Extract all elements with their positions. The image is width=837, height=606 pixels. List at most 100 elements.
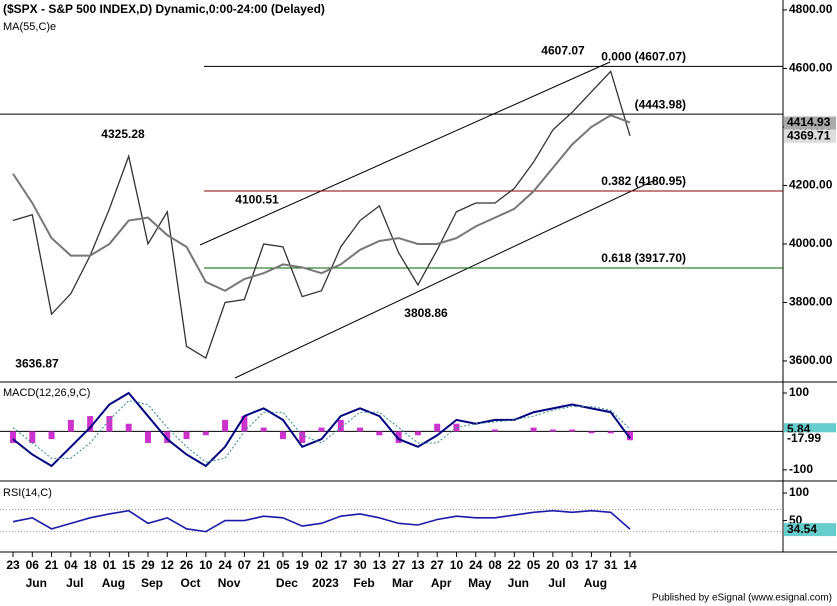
histogram-bar (376, 431, 383, 436)
histogram-bar (279, 431, 286, 440)
value-badge-label: 4414.93 (787, 115, 831, 129)
x-tick-label: 04 (64, 558, 78, 572)
histogram-bar (299, 431, 306, 443)
month-label: Oct (181, 576, 201, 590)
y-tick-label: 4600.00 (789, 61, 833, 75)
histogram-bar (202, 431, 209, 436)
x-tick-label: 15 (122, 558, 136, 572)
month-label: Aug (584, 576, 607, 590)
histogram-bar (530, 427, 537, 432)
x-tick-label: 17 (585, 558, 599, 572)
histogram-bar (106, 416, 113, 432)
annotation: 4607.07 (541, 44, 585, 58)
rsi-title: RSI(14,C) (3, 487, 52, 499)
histogram-bar (627, 431, 633, 441)
signal-line (12, 400, 631, 463)
histogram-bar (29, 431, 36, 443)
y-tick-label: -100 (789, 462, 813, 476)
price-line (12, 70, 631, 359)
y-tick-label: 3800.00 (789, 295, 833, 309)
x-tick-label: 27 (431, 558, 445, 572)
chart-title: ($SPX - S&P 500 INDEX,D) Dynamic,0:00-24… (3, 2, 325, 16)
annotation: 3808.86 (404, 306, 448, 320)
x-tick-label: 13 (411, 558, 425, 572)
x-tick-label: 30 (353, 558, 367, 572)
histogram-bar (67, 419, 74, 432)
histogram-bar (241, 416, 248, 432)
x-tick-label: 21 (45, 558, 59, 572)
y-tick-label: 4800.00 (789, 2, 833, 16)
histogram-bar (588, 431, 595, 434)
x-tick-label: 05 (276, 558, 290, 572)
y-tick-label: 4200.00 (789, 178, 833, 192)
x-tick-label: 02 (315, 558, 329, 572)
rsi-line (12, 509, 631, 533)
histogram-bar (492, 429, 499, 432)
ma-label: MA(55,C)e (3, 21, 56, 33)
x-tick-label: 19 (296, 558, 310, 572)
annotation: 3636.87 (15, 356, 59, 370)
month-label: May (468, 576, 492, 590)
histogram-bar (607, 431, 614, 434)
x-tick-label: 05 (527, 558, 541, 572)
x-tick-label: 10 (199, 558, 213, 572)
histogram-bar (222, 419, 229, 432)
month-label: Dec (276, 576, 298, 590)
x-tick-label: 26 (180, 558, 194, 572)
y-tick-label: 3600.00 (789, 353, 833, 367)
value-badge (784, 432, 836, 446)
y-tick-label: 100 (789, 485, 809, 499)
x-tick-label: 17 (334, 558, 348, 572)
month-label: Jul (548, 576, 565, 590)
level-label: 0.000 (4607.07) (601, 50, 686, 64)
x-tick-label: 21 (257, 558, 271, 572)
histogram-bar (337, 419, 344, 432)
histogram-bar (395, 431, 402, 443)
histogram-bar (414, 431, 421, 436)
macd-line (12, 391, 631, 468)
x-tick-label: 03 (565, 558, 579, 572)
histogram-bar (87, 416, 94, 432)
level-label: (4443.98) (635, 97, 686, 111)
annotation: 4100.51 (235, 193, 279, 207)
annotation: 4325.28 (101, 127, 145, 141)
x-tick-label: 08 (488, 558, 502, 572)
month-label: 2023 (312, 576, 339, 590)
x-tick-label: 23 (6, 558, 20, 572)
value-badge-label: -17.99 (787, 431, 821, 445)
month-label: Apr (431, 576, 452, 590)
x-tick-label: 10 (450, 558, 464, 572)
level-label: 0.618 (3917.70) (601, 251, 686, 265)
channel-line (234, 179, 656, 379)
value-badge-label: 34.54 (787, 522, 817, 536)
x-tick-label: 14 (623, 558, 637, 572)
histogram-bar (549, 429, 556, 432)
x-tick-label: 12 (161, 558, 175, 572)
x-tick-label: 24 (218, 558, 232, 572)
histogram-bar (183, 431, 190, 440)
level-label: 0.382 (4180.95) (601, 174, 686, 188)
x-tick-label: 07 (238, 558, 252, 572)
histogram-bar (10, 431, 16, 443)
x-tick-label: 22 (508, 558, 522, 572)
histogram-bar (434, 423, 441, 432)
histogram-bar (48, 431, 55, 440)
histogram-bar (144, 431, 151, 443)
x-tick-label: 31 (604, 558, 618, 572)
month-label: Jul (66, 576, 83, 590)
month-label: Nov (218, 576, 241, 590)
histogram-bar (357, 427, 364, 432)
month-label: Sep (141, 576, 163, 590)
x-tick-label: 20 (546, 558, 560, 572)
y-tick-label: 100 (789, 385, 809, 399)
value-badge (784, 523, 836, 537)
x-tick-label: 29 (141, 558, 155, 572)
x-tick-label: 18 (83, 558, 97, 572)
month-label: Feb (353, 576, 374, 590)
histogram-bar (125, 423, 132, 432)
x-tick-label: 13 (373, 558, 387, 572)
histogram-bar (318, 427, 325, 432)
histogram-bar (260, 427, 267, 432)
value-badge-label: 4369.71 (787, 128, 831, 142)
